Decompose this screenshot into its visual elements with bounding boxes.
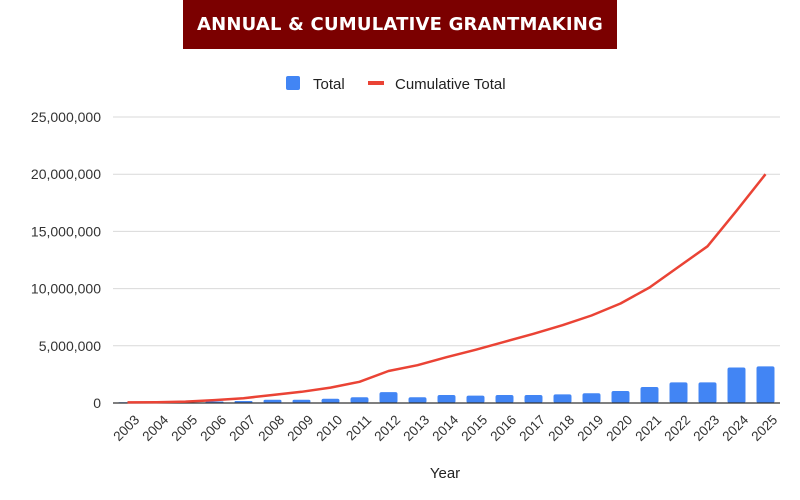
bar-total bbox=[524, 394, 543, 403]
bar-total bbox=[727, 367, 746, 403]
legend-swatch-cumulative bbox=[368, 81, 384, 85]
bar-total bbox=[553, 394, 572, 403]
legend-swatch-total bbox=[286, 76, 300, 90]
bar-total bbox=[640, 386, 659, 403]
x-tick-label: 2022 bbox=[661, 412, 693, 444]
x-tick-label: 2013 bbox=[400, 412, 432, 444]
x-tick-label: 2008 bbox=[255, 412, 287, 444]
x-tick-label: 2018 bbox=[545, 412, 577, 444]
bar-total bbox=[669, 382, 688, 403]
x-axis-title: Year bbox=[430, 465, 460, 482]
bar-total bbox=[321, 398, 340, 403]
x-tick-label: 2003 bbox=[110, 412, 142, 444]
y-tick-label: 10,000,000 bbox=[31, 281, 101, 297]
legend-label-cumulative: Cumulative Total bbox=[395, 76, 506, 93]
x-tick-label: 2019 bbox=[574, 412, 606, 444]
x-tick-label: 2024 bbox=[719, 412, 751, 444]
x-tick-label: 2023 bbox=[690, 412, 722, 444]
bar-total bbox=[263, 399, 282, 403]
bar-total bbox=[292, 399, 311, 403]
x-tick-label: 2006 bbox=[197, 412, 229, 444]
y-tick-label: 20,000,000 bbox=[31, 166, 101, 182]
y-tick-label: 0 bbox=[93, 395, 101, 411]
x-tick-label: 2015 bbox=[458, 412, 490, 444]
bar-total bbox=[611, 390, 630, 403]
legend-label-total: Total bbox=[313, 76, 345, 93]
x-tick-label: 2005 bbox=[168, 412, 200, 444]
bar-total bbox=[495, 394, 514, 403]
cumulative-line bbox=[127, 173, 767, 404]
x-axis-ticks: 2003200420052006200720082009201020112012… bbox=[110, 412, 780, 444]
chart-title: ANNUAL & CUMULATIVE GRANTMAKING bbox=[183, 0, 617, 49]
x-tick-label: 2004 bbox=[139, 412, 171, 444]
y-axis-ticks: 0 5,000,000 10,000,000 15,000,000 20,000,000… bbox=[31, 109, 101, 411]
bar-total bbox=[756, 366, 775, 403]
x-tick-label: 2020 bbox=[603, 412, 635, 444]
x-tick-label: 2010 bbox=[313, 412, 345, 444]
bar-total bbox=[437, 394, 456, 403]
bar-total bbox=[408, 397, 427, 403]
x-tick-label: 2009 bbox=[284, 412, 316, 444]
x-tick-label: 2017 bbox=[516, 412, 548, 444]
bar-total bbox=[350, 397, 369, 403]
bar-total bbox=[698, 382, 717, 403]
x-tick-label: 2012 bbox=[371, 412, 403, 444]
bar-total bbox=[379, 392, 398, 403]
bar-total bbox=[582, 393, 601, 403]
legend: Total Cumulative Total bbox=[286, 76, 506, 93]
y-tick-label: 5,000,000 bbox=[39, 338, 101, 354]
x-tick-label: 2014 bbox=[429, 412, 461, 444]
x-tick-label: 2021 bbox=[632, 412, 664, 444]
x-tick-label: 2007 bbox=[226, 412, 258, 444]
gridlines bbox=[113, 116, 780, 347]
x-tick-label: 2025 bbox=[748, 412, 780, 444]
x-tick-label: 2011 bbox=[343, 412, 374, 443]
y-tick-label: 25,000,000 bbox=[31, 109, 101, 125]
bars bbox=[118, 366, 775, 403]
bar-total bbox=[466, 395, 485, 403]
x-tick-label: 2016 bbox=[487, 412, 519, 444]
y-tick-label: 15,000,000 bbox=[31, 223, 101, 239]
